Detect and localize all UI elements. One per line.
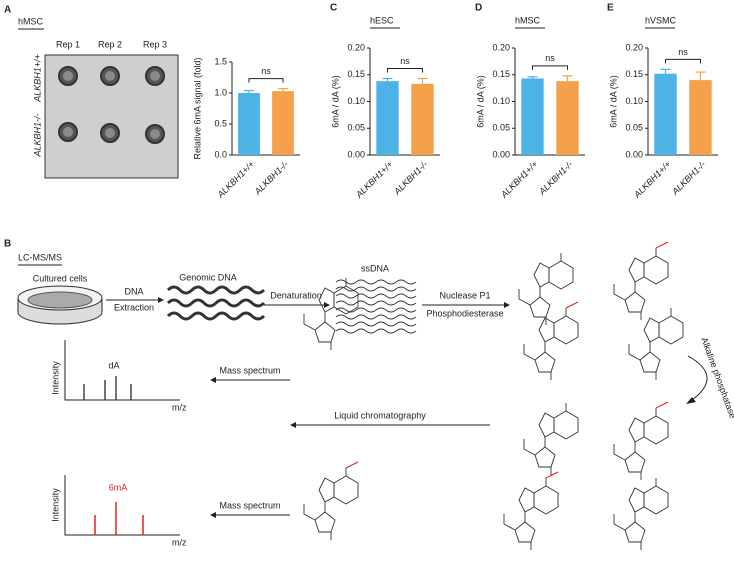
panel-letter: B [4, 239, 11, 250]
bar [272, 91, 294, 155]
x-tick-label: ALKBH1-/- [669, 159, 707, 197]
step-label: Denaturation [270, 290, 322, 300]
x-tick-label: ALKBH1-/- [252, 159, 290, 197]
y-tick-label: 0.15 [347, 69, 365, 79]
axis-label: Intensity [50, 361, 60, 395]
spectrum: Intensity m/z dA [50, 340, 187, 412]
y-tick-label: 0.20 [347, 42, 365, 52]
y-axis-label: Relative 6mA signal (fold) [192, 57, 202, 159]
x-tick-label: ALKBH1-/- [391, 159, 429, 197]
bar [689, 80, 712, 155]
y-tick-label: 0.10 [347, 96, 365, 106]
significance-bracket [532, 65, 568, 70]
axis-label: Intensity [50, 488, 60, 522]
bar [376, 81, 399, 155]
significance-label: ns [545, 53, 555, 63]
panel-letter: D [475, 3, 482, 14]
bar [521, 78, 544, 155]
y-tick-label: 0.15 [492, 69, 510, 79]
significance-bracket [387, 67, 423, 73]
row-label: ALKBH1-/- [32, 113, 42, 157]
chart-title: hMSC [515, 15, 541, 25]
panel-b: LC-MS/MS Cultured cells DNA Extraction G… [17, 242, 734, 550]
bar [556, 81, 579, 155]
label: ssDNA [361, 263, 389, 273]
y-tick-label: 0.00 [625, 149, 643, 159]
cell-label: hMSC [18, 16, 44, 26]
significance-label: ns [261, 66, 271, 76]
step-label: Nuclease P1 [439, 290, 490, 300]
bar [411, 83, 434, 155]
x-tick-label: ALKBH1+/+ [215, 159, 256, 200]
y-tick-label: 0.05 [625, 123, 643, 133]
row-label: ALKBH1+/+ [32, 54, 42, 103]
y-tick-label: 0.10 [625, 96, 643, 106]
y-tick-label: 0.20 [492, 42, 510, 52]
bar [654, 73, 677, 155]
y-axis-label: 6mA / dA (%) [608, 75, 618, 128]
x-tick-label: ALKBH1+/+ [498, 159, 539, 200]
y-tick-label: 0.00 [347, 149, 365, 159]
panel-letter: C [330, 3, 337, 14]
rep-label: Rep 2 [98, 39, 122, 49]
label: Cultured cells [33, 273, 88, 283]
significance-label: ns [400, 56, 410, 66]
spectrum: Intensity m/z 6mA [50, 475, 187, 547]
axis-label: m/z [172, 402, 187, 412]
significance-bracket [248, 78, 284, 83]
y-tick-label: 0.10 [492, 96, 510, 106]
step-label: Mass spectrum [219, 500, 280, 510]
panel-letter: E [607, 3, 614, 14]
chart-title: hESC [370, 15, 394, 25]
chart-title: hVSMC [645, 15, 677, 25]
y-tick-label: 0.20 [625, 42, 643, 52]
y-tick-label: 1.0 [214, 87, 227, 97]
method-title: LC-MS/MS [18, 252, 62, 262]
y-tick-label: 0.05 [347, 123, 365, 133]
y-tick-label: 0.05 [492, 123, 510, 133]
rep-label: Rep 1 [56, 39, 80, 49]
y-tick-label: 0.15 [625, 69, 643, 79]
axis-label: m/z [172, 537, 187, 547]
step-label: Alkaline phosphatase [699, 336, 734, 420]
step-label: Phosphodiesterase [426, 308, 503, 318]
y-tick-label: 0.0 [214, 149, 227, 159]
dot-blot: hMSC Rep 1 Rep 2 Rep 3 ALKBH1+/+ ALKBH1-… [18, 16, 179, 179]
y-axis-label: 6mA / dA (%) [330, 75, 340, 128]
x-tick-label: ALKBH1+/+ [631, 159, 672, 200]
step-label: Extraction [114, 302, 154, 312]
dish [17, 285, 103, 325]
step-label: DNA [124, 286, 143, 296]
y-tick-label: 0.00 [492, 149, 510, 159]
step-label: Mass spectrum [219, 365, 280, 375]
step-label: Liquid chromatography [334, 410, 426, 420]
significance-bracket [665, 58, 701, 64]
x-tick-label: ALKBH1+/+ [353, 159, 394, 200]
y-tick-label: 0.5 [214, 118, 227, 128]
x-tick-label: ALKBH1-/- [536, 159, 574, 197]
significance-label: ns [678, 47, 688, 57]
peak-label: dA [108, 360, 119, 370]
panel-letter: A [4, 5, 11, 16]
label: Genomic DNA [179, 272, 237, 282]
panel-letters: A B C D E [4, 3, 614, 250]
bar [238, 93, 260, 155]
y-tick-label: 1.5 [214, 56, 227, 66]
peak-label: 6mA [109, 482, 128, 492]
y-axis-label: 6mA / dA (%) [475, 75, 485, 128]
rep-label: Rep 3 [143, 39, 167, 49]
